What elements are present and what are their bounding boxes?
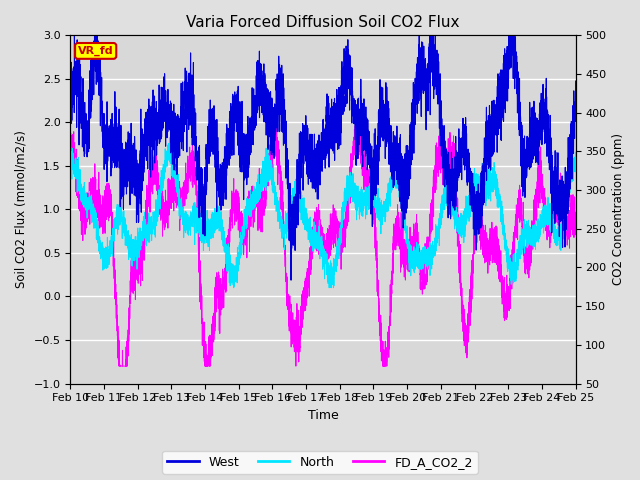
Y-axis label: CO2 Concentration (ppm): CO2 Concentration (ppm) xyxy=(612,133,625,286)
Y-axis label: Soil CO2 Flux (mmol/m2/s): Soil CO2 Flux (mmol/m2/s) xyxy=(15,131,28,288)
Text: VR_fd: VR_fd xyxy=(78,46,113,56)
Legend: West, North, FD_A_CO2_2: West, North, FD_A_CO2_2 xyxy=(163,451,477,474)
X-axis label: Time: Time xyxy=(308,409,339,422)
Title: Varia Forced Diffusion Soil CO2 Flux: Varia Forced Diffusion Soil CO2 Flux xyxy=(186,15,460,30)
